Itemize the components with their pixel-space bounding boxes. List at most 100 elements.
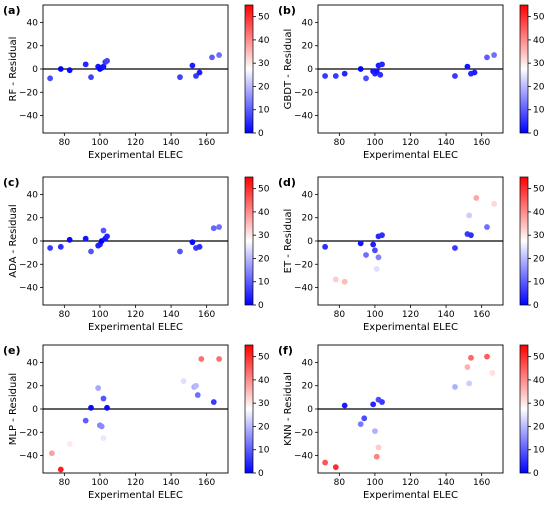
colorbar-tick-label: 20 <box>533 254 545 264</box>
colorbar-tick-label: 30 <box>258 59 270 69</box>
y-tick-label: 40 <box>302 18 314 28</box>
y-tick-label: −20 <box>294 260 313 270</box>
colorbar-tick-label: 40 <box>258 36 270 46</box>
y-tick-label: 40 <box>27 18 39 28</box>
colorbar <box>244 4 254 134</box>
y-axis-label: GBDT - Residual <box>283 29 294 110</box>
data-point <box>82 61 89 68</box>
y-tick-label: 40 <box>27 190 39 200</box>
x-tick-label: 120 <box>402 138 419 148</box>
y-tick-label: 20 <box>302 42 314 52</box>
colorbar <box>519 4 529 134</box>
x-tick-label: 140 <box>437 310 454 320</box>
data-point <box>180 378 187 384</box>
y-axis-label: RF - Residual <box>8 37 19 102</box>
data-point <box>370 401 377 408</box>
data-point <box>88 404 94 411</box>
data-point <box>196 243 203 250</box>
x-tick-label: 100 <box>91 478 108 488</box>
data-point <box>452 383 458 390</box>
colorbar-tick-label: 10 <box>258 278 270 288</box>
colorbar-tick-label: 40 <box>258 376 270 386</box>
data-point <box>466 212 473 219</box>
y-tick-label: 0 <box>307 405 313 415</box>
y-tick-label: 20 <box>27 382 39 392</box>
data-point <box>468 232 474 239</box>
x-tick-label: 160 <box>473 138 490 148</box>
data-point <box>375 444 382 451</box>
data-point <box>332 464 339 471</box>
data-point <box>484 224 490 230</box>
colorbar-tick-label: 10 <box>258 446 270 456</box>
colorbar-tick-label: 20 <box>533 82 545 92</box>
panel-a: (a)80 100 120 140 16040200−20−40Experimental… <box>3 4 270 161</box>
data-point <box>363 75 369 82</box>
panel-label: (a) <box>3 4 20 17</box>
y-tick-label: 20 <box>27 214 39 224</box>
data-point <box>189 62 196 69</box>
panel-c: (c)80 100 120 140 16040200−20−40Experimental… <box>3 176 270 333</box>
colorbar-tick-label: 0 <box>258 301 264 311</box>
data-point <box>373 453 380 460</box>
data-point <box>104 233 110 240</box>
x-tick-label: 80 <box>334 138 346 148</box>
y-tick-label: −40 <box>294 112 313 122</box>
data-point <box>322 459 329 466</box>
y-tick-label: 20 <box>27 42 39 52</box>
x-tick-label: 80 <box>59 138 71 148</box>
data-point <box>370 241 377 248</box>
data-point <box>341 402 348 409</box>
panel-label: (f) <box>278 344 293 357</box>
colorbar-tick-label: 30 <box>533 399 545 409</box>
x-tick-label: 100 <box>366 478 383 488</box>
y-tick-label: −20 <box>19 88 38 98</box>
panel-label: (d) <box>278 176 296 189</box>
y-tick-label: 20 <box>302 382 314 392</box>
data-point <box>357 240 364 247</box>
data-point <box>452 73 458 79</box>
x-tick-label: 100 <box>366 138 383 148</box>
x-tick-label: 140 <box>437 478 454 488</box>
data-point <box>379 399 385 405</box>
colorbar-tick-label: 10 <box>533 106 545 116</box>
x-tick-label: 140 <box>162 478 179 488</box>
colorbar <box>244 176 254 306</box>
data-point <box>464 63 471 70</box>
data-point <box>193 382 199 389</box>
y-tick-label: 0 <box>32 405 38 415</box>
x-tick-label: 100 <box>366 310 383 320</box>
x-axis-label: Experimental ELEC <box>88 322 183 333</box>
data-point <box>322 243 329 250</box>
y-tick-label: −40 <box>294 452 313 462</box>
x-tick-label: 160 <box>198 310 215 320</box>
x-tick-label: 120 <box>402 478 419 488</box>
x-tick-label: 160 <box>198 478 215 488</box>
data-point <box>468 354 474 361</box>
data-point <box>100 227 107 234</box>
data-point <box>216 224 223 230</box>
colorbar-tick-label: 50 <box>258 353 270 363</box>
panel-f: (f)80 100 120 140 16040200−20−40Experimental… <box>278 344 545 501</box>
colorbar-tick-label: 30 <box>533 231 545 241</box>
data-point <box>379 232 385 239</box>
x-axis-label: Experimental ELEC <box>363 490 458 501</box>
colorbar-tick-label: 10 <box>533 278 545 288</box>
y-tick-label: −40 <box>19 452 38 462</box>
data-point <box>193 73 199 79</box>
data-point <box>216 52 223 58</box>
data-point <box>210 399 217 405</box>
colorbar-tick-label: 10 <box>258 106 270 116</box>
data-point <box>473 195 480 201</box>
data-point <box>66 236 73 243</box>
data-point <box>373 68 380 75</box>
colorbar-tick-label: 50 <box>533 353 545 363</box>
data-point <box>372 428 378 435</box>
y-axis-label: KNN - Residual <box>283 372 294 446</box>
x-tick-label: 160 <box>198 138 215 148</box>
data-point <box>66 67 73 74</box>
x-axis-label: Experimental ELEC <box>88 490 183 501</box>
colorbar-tick-label: 20 <box>258 82 270 92</box>
data-point <box>104 57 110 64</box>
y-tick-label: 20 <box>302 214 314 224</box>
data-point <box>177 248 183 255</box>
